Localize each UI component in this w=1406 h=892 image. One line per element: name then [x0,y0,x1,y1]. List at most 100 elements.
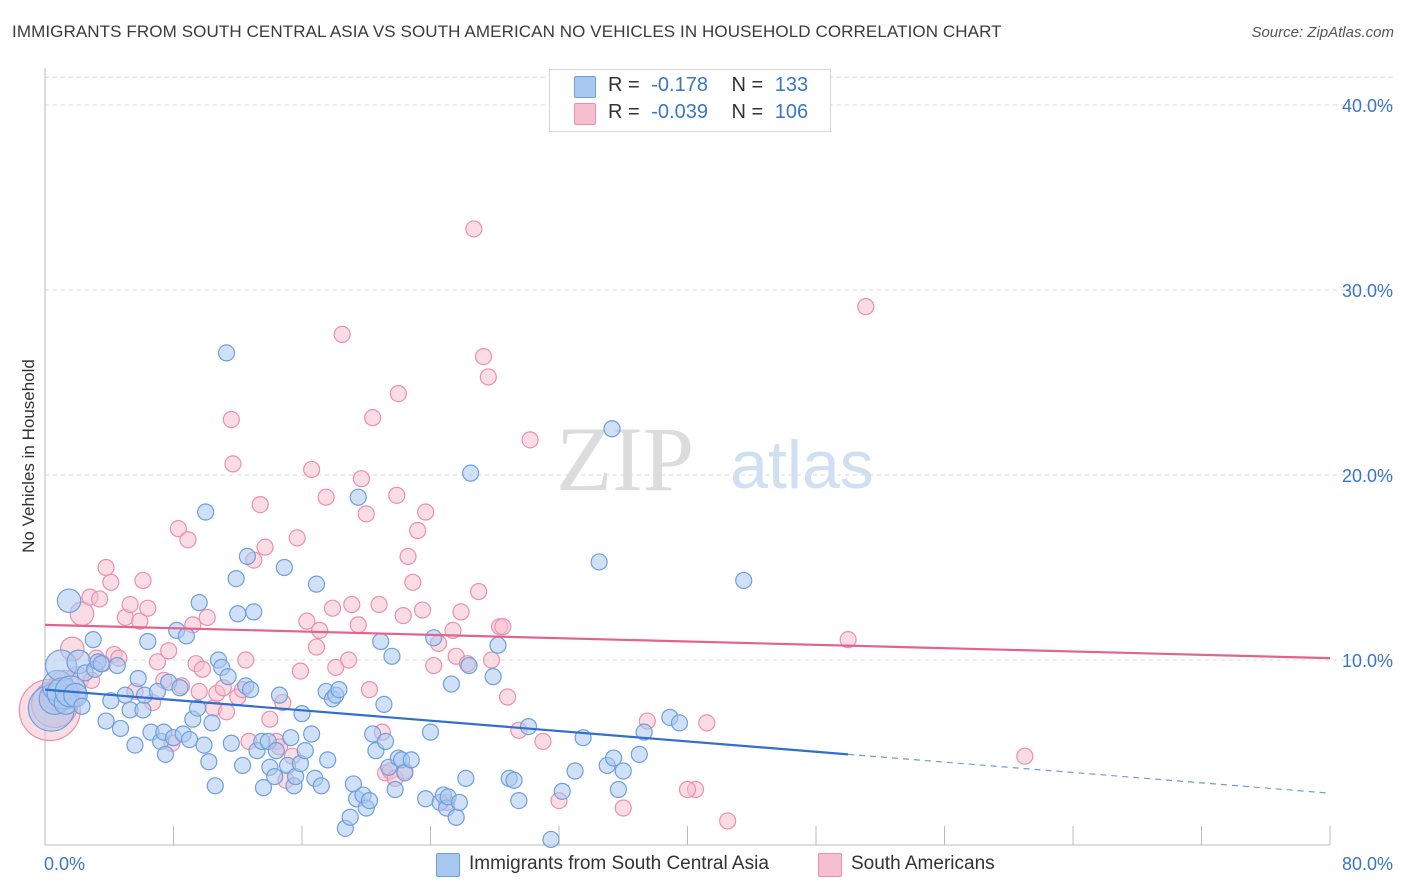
point-immigrants-south-central-asia [177,627,195,645]
point-immigrants-south-central-asia [203,714,221,732]
point-immigrants-south-central-asia [605,749,623,767]
point-immigrants-south-central-asia [402,751,420,769]
point-south-americans [343,595,361,614]
point-immigrants-south-central-asia [275,558,293,577]
point-immigrants-south-central-asia [296,742,314,760]
point-immigrants-south-central-asia [195,736,213,754]
point-immigrants-south-central-asia [553,782,571,800]
legend-r-value: -0.178 [651,74,708,96]
point-immigrants-south-central-asia [519,717,538,736]
point-immigrants-south-central-asia [222,734,240,752]
legend-n-label: N = [731,101,764,123]
point-immigrants-south-central-asia [383,647,401,665]
correlation-legend: R = -0.178 N = 133 R = -0.039 N = 106 [549,69,831,132]
point-south-americans [323,599,342,617]
point-immigrants-south-central-asia [303,725,321,743]
point-immigrants-south-central-asia [341,808,359,826]
point-immigrants-south-central-asia [375,695,393,714]
point-south-americans [352,470,371,488]
point-south-americans [327,658,345,677]
point-immigrants-south-central-asia [425,629,443,647]
point-south-americans [307,638,326,656]
point-south-americans [261,710,279,728]
point-immigrants-south-central-asia [510,791,528,810]
y-axis-label: No Vehicles in Household [19,359,38,553]
chart-source: Source: ZipAtlas.com [1251,24,1394,41]
point-immigrants-south-central-asia [364,725,382,743]
point-south-americans [217,703,236,721]
point-immigrants-south-central-asia [266,767,284,786]
point-immigrants-south-central-asia [417,790,435,808]
trend-line-south-americans [44,623,1331,660]
point-immigrants-south-central-asia [372,632,390,651]
point-south-americans [102,573,120,591]
point-south-americans [298,612,316,630]
point-south-americans [389,385,407,403]
point-immigrants-south-central-asia [307,575,326,593]
point-south-americans [534,732,552,751]
legend-n-label: N = [731,74,764,96]
point-south-americans [357,505,375,523]
watermark-atlas: atlas [730,427,874,503]
point-immigrants-south-central-asia [484,668,502,686]
point-south-americans [222,410,240,429]
legend-r-label: R = [608,74,640,96]
point-immigrants-south-central-asia [56,588,82,614]
legend-swatch-blue [574,76,596,98]
point-immigrants-south-central-asia [635,723,653,741]
point-immigrants-south-central-asia [609,780,628,799]
point-south-americans [288,529,306,547]
legend-r-value: -0.039 [651,101,708,123]
point-immigrants-south-central-asia [267,742,285,760]
trend-line-immigrants-south-central-asia [44,688,849,756]
point-south-americans [394,606,412,625]
point-south-americans [474,348,493,366]
point-south-americans [131,612,149,630]
point-south-americans [251,496,269,514]
trend-line-extension-immigrants [848,753,1331,794]
point-south-americans [237,651,255,669]
watermark: ZIP atlas [556,408,874,510]
point-south-americans [303,460,321,479]
point-immigrants-south-central-asia [233,756,252,775]
point-immigrants-south-central-asia [460,656,478,675]
point-immigrants-south-central-asia [206,777,224,795]
point-south-americans [417,503,435,521]
point-south-americans [399,547,417,566]
point-immigrants-south-central-asia [735,571,753,590]
point-immigrants-south-central-asia [111,719,130,738]
point-south-americans [291,662,309,680]
point-immigrants-south-central-asia [442,675,460,693]
point-immigrants-south-central-asia [330,680,348,699]
point-immigrants-south-central-asia [229,605,247,623]
point-south-americans [198,608,216,627]
point-immigrants-south-central-asia [242,680,260,699]
point-immigrants-south-central-asia [180,730,199,749]
point-immigrants-south-central-asia [108,656,126,675]
point-south-americans [698,714,716,732]
point-south-americans [193,660,212,678]
point-immigrants-south-central-asia [200,753,218,771]
point-immigrants-south-central-asia [349,488,367,506]
point-south-americans [413,601,432,619]
point-immigrants-south-central-asia [219,668,237,686]
point-south-americans [404,573,422,591]
bottom-legend-label: South Americans [851,853,995,874]
y-tick-label: 20.0% [1342,466,1393,486]
x-tick-label: 0.0% [44,854,85,874]
point-south-americans [388,486,406,504]
point-south-americans [121,595,139,614]
point-immigrants-south-central-asia [670,714,689,732]
point-south-americans [470,582,488,601]
point-immigrants-south-central-asia [139,632,157,651]
point-south-americans [494,618,512,636]
point-immigrants-south-central-asia [450,793,469,812]
point-immigrants-south-central-asia [386,780,404,799]
point-south-americans [148,653,167,671]
y-tick-label: 40.0% [1342,96,1393,116]
point-south-americans [256,538,274,556]
point-south-americans [169,520,187,538]
point-immigrants-south-central-asia [129,669,147,688]
point-immigrants-south-central-asia [92,655,110,673]
point-south-americans [339,651,358,669]
